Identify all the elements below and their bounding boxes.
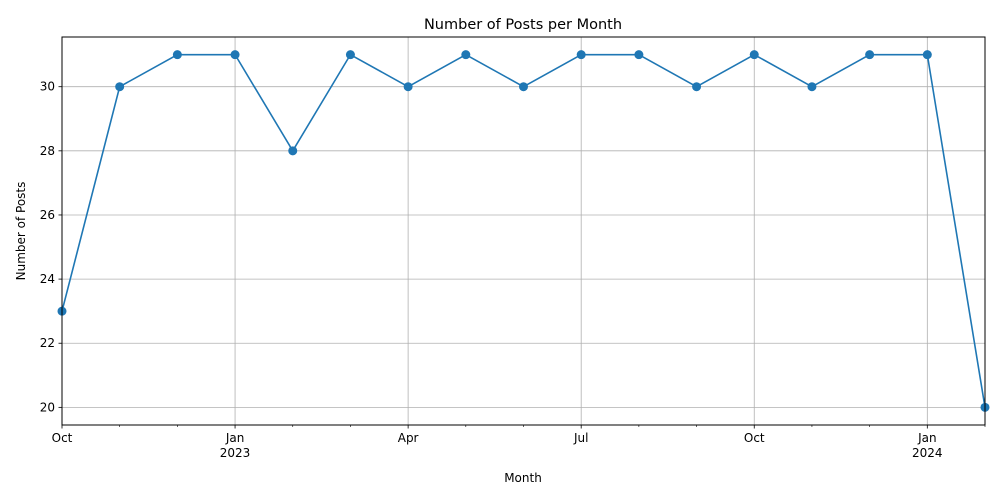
y-tick-label: 22: [40, 336, 55, 350]
data-point: [345, 50, 355, 60]
x-tick-label: Jul: [573, 431, 588, 445]
data-point: [865, 50, 875, 60]
x-tick-label: Jan: [225, 431, 245, 445]
data-point: [230, 50, 240, 60]
data-point: [922, 50, 932, 60]
y-tick-label: 28: [40, 144, 55, 158]
y-tick-label: 24: [40, 272, 55, 286]
y-tick-label: 20: [40, 400, 55, 414]
grid: [61, 37, 985, 425]
y-tick-label: 30: [40, 80, 55, 94]
chart-title: Number of Posts per Month: [424, 17, 622, 33]
x-tick-label: Oct: [744, 431, 765, 445]
data-point: [519, 82, 528, 92]
series-layer: [57, 50, 990, 412]
data-point: [115, 82, 125, 92]
data-point: [288, 146, 298, 156]
x-tick-label: Jan: [917, 431, 937, 445]
y-tick-label: 26: [40, 208, 55, 222]
x-tick-label: Oct: [52, 431, 73, 445]
data-point: [634, 50, 644, 60]
x-tick-year-label: 2024: [912, 446, 943, 460]
data-point: [461, 50, 471, 60]
data-point: [749, 50, 759, 60]
data-point: [172, 50, 182, 60]
x-axis-title: Month: [504, 471, 542, 485]
y-axis: 20 22 24 26 28 30: [40, 80, 62, 414]
data-point: [692, 82, 702, 92]
series-line: [61, 53, 986, 408]
y-axis-title: Number of Posts: [14, 182, 28, 281]
data-point: [576, 50, 586, 60]
data-point: [807, 82, 817, 92]
x-tick-year-label: 2023: [220, 446, 251, 460]
plot-frame: [61, 36, 986, 426]
x-tick-label: Apr: [398, 431, 419, 445]
data-point: [403, 82, 413, 92]
